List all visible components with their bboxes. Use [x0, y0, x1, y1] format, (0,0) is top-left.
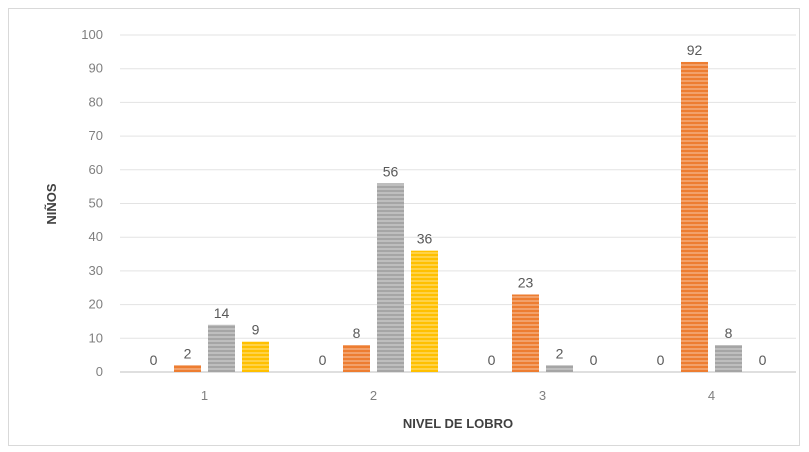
x-tick-labels: 1 2 3 4 — [201, 388, 715, 403]
y-tick-label: 50 — [89, 196, 103, 211]
bar-texture — [174, 365, 201, 372]
data-label: 8 — [353, 325, 361, 341]
x-tick-label: 2 — [370, 388, 377, 403]
data-label: 9 — [252, 322, 260, 338]
x-axis-title: NIVEL DE LOBRO — [403, 416, 513, 431]
x-tick-label: 1 — [201, 388, 208, 403]
bar-texture — [242, 341, 269, 372]
bar-texture — [343, 345, 370, 372]
data-label: 56 — [383, 163, 399, 179]
y-tick-label: 40 — [89, 229, 103, 244]
bar-texture — [546, 365, 573, 372]
y-tick-label: 100 — [81, 27, 103, 42]
data-label: 0 — [488, 352, 496, 368]
y-tick-label: 90 — [89, 61, 103, 76]
data-labels: 0 2 14 9 0 8 56 36 0 23 2 0 0 92 8 0 — [150, 42, 767, 368]
bar-texture — [681, 61, 708, 373]
data-label: 8 — [725, 325, 733, 341]
bar-texture — [411, 250, 438, 372]
y-tick-label: 0 — [96, 364, 103, 379]
data-label: 2 — [556, 345, 564, 361]
data-label: 2 — [184, 345, 192, 361]
data-label: 0 — [319, 352, 327, 368]
bar-texture — [512, 294, 539, 372]
data-label: 0 — [150, 352, 158, 368]
x-tick-label: 4 — [708, 388, 715, 403]
x-tick-label: 3 — [539, 388, 546, 403]
y-tick-label: 80 — [89, 94, 103, 109]
y-tick-label: 60 — [89, 162, 103, 177]
y-tick-label: 70 — [89, 128, 103, 143]
bars — [174, 61, 742, 373]
bar-texture — [377, 183, 404, 372]
data-label: 92 — [687, 42, 703, 58]
bar-texture — [715, 345, 742, 372]
y-tick-label: 10 — [89, 330, 103, 345]
y-tick-label: 30 — [89, 263, 103, 278]
y-axis-title: NIÑOS — [44, 183, 59, 225]
y-tick-labels: 0 10 20 30 40 50 60 70 80 90 100 — [81, 27, 103, 379]
bar-texture — [208, 324, 235, 372]
data-label: 0 — [657, 352, 665, 368]
y-tick-label: 20 — [89, 297, 103, 312]
data-label: 36 — [417, 231, 433, 247]
data-label: 23 — [518, 274, 534, 290]
data-label: 0 — [759, 352, 767, 368]
data-label: 14 — [214, 305, 230, 321]
data-label: 0 — [590, 352, 598, 368]
